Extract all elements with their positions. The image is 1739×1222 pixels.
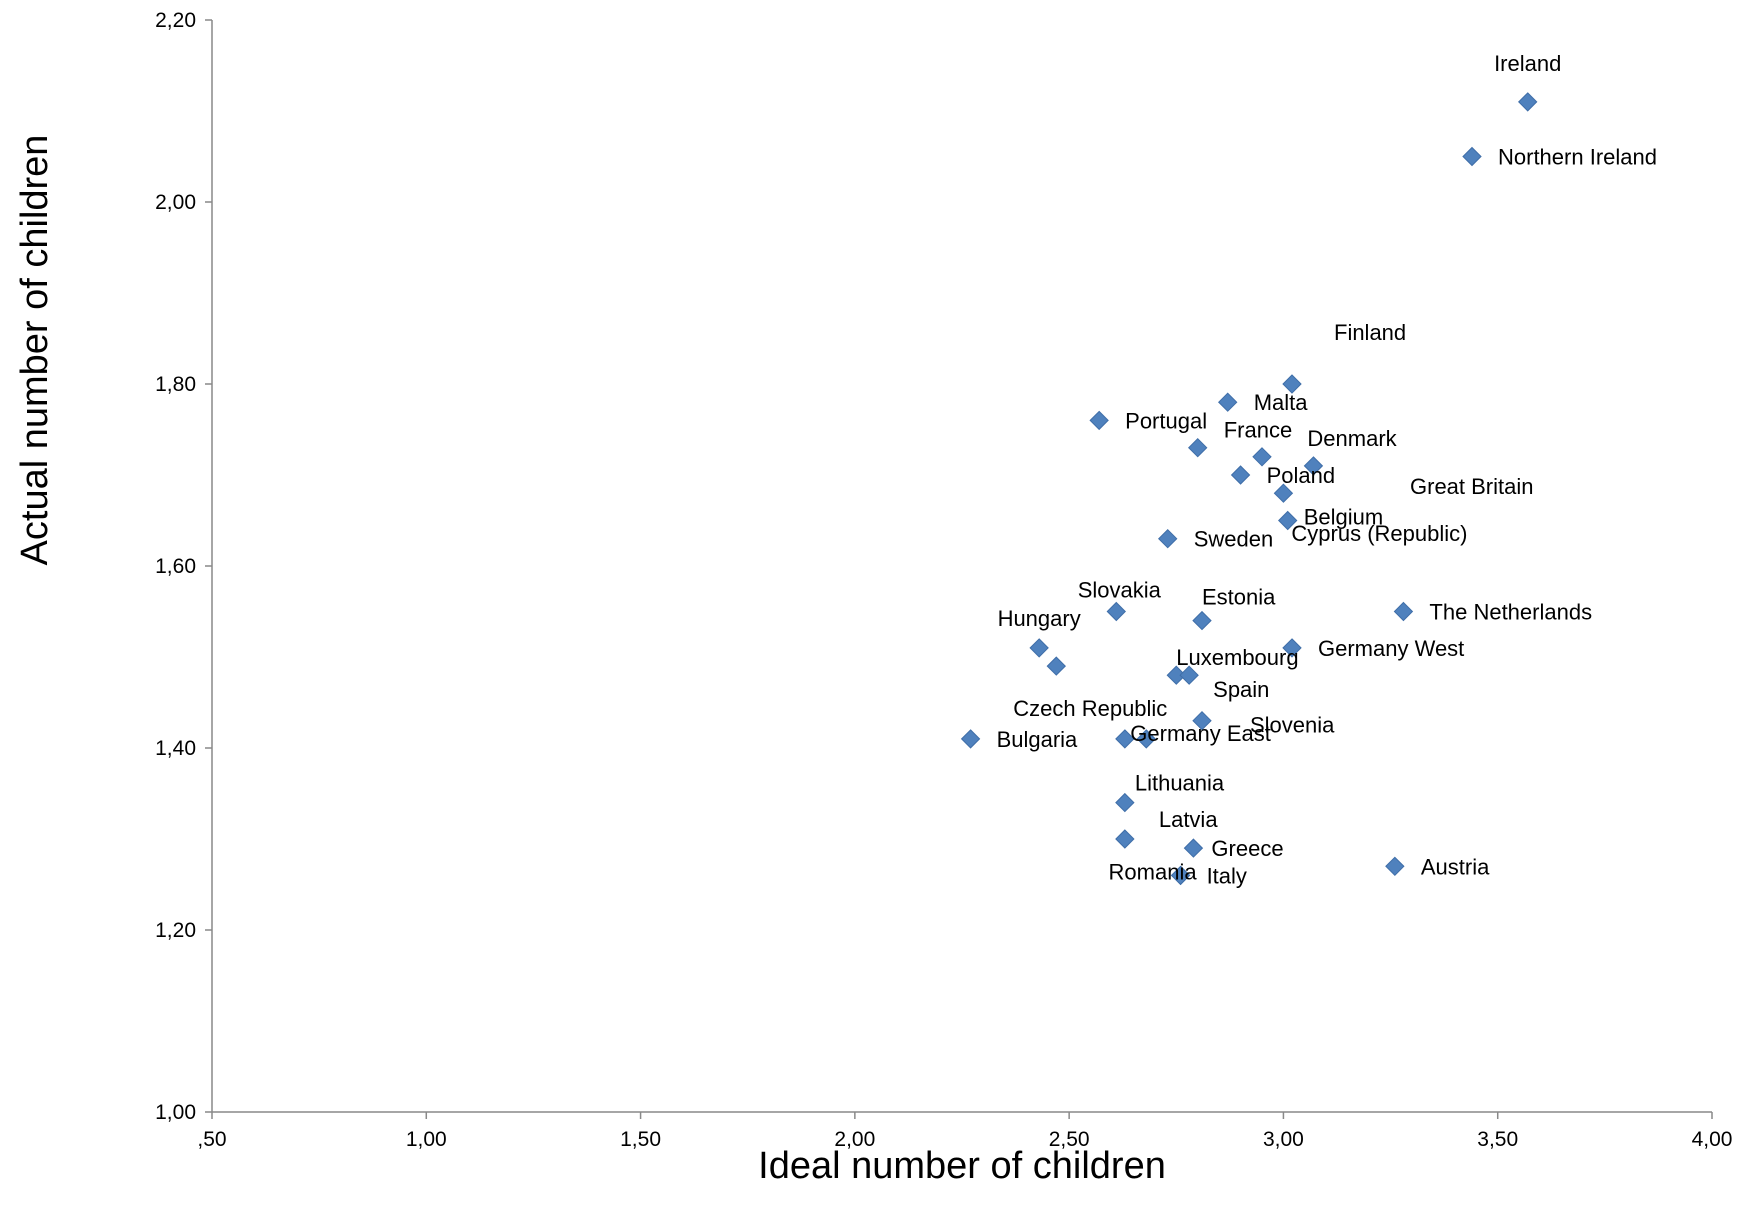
- x-tick-label: ,50: [197, 1128, 226, 1151]
- data-point-label: Romania: [1109, 859, 1198, 884]
- y-tick-label: 1,20: [155, 919, 196, 942]
- data-point-label: Austria: [1421, 854, 1490, 879]
- data-point-label: Denmark: [1307, 426, 1397, 451]
- data-point-marker: [1218, 392, 1238, 412]
- data-point-marker: [1230, 465, 1251, 485]
- x-tick-label: 1,00: [406, 1128, 447, 1151]
- y-axis-title: Actual number of children: [14, 135, 56, 566]
- data-point-marker: [1179, 665, 1199, 685]
- data-point-marker: [1393, 601, 1414, 622]
- y-tick-label: 2,20: [155, 9, 196, 32]
- data-point-label: Germany East: [1130, 721, 1271, 746]
- y-tick-label: 2,00: [155, 191, 196, 214]
- data-point-label: The Netherlands: [1429, 600, 1592, 625]
- data-point-label: Belgium: [1304, 505, 1383, 530]
- data-point-label: Poland: [1267, 463, 1336, 488]
- x-tick-label: 4,00: [1692, 1128, 1733, 1151]
- y-tick-label: 1,60: [155, 555, 196, 578]
- data-point-label: Luxembourg: [1176, 645, 1298, 670]
- data-point-label: Italy: [1207, 863, 1247, 888]
- data-point-label: Northern Ireland: [1498, 145, 1657, 170]
- data-point-marker: [1518, 92, 1538, 112]
- data-point-label: Slovenia: [1250, 713, 1335, 738]
- data-point-marker: [1303, 456, 1324, 476]
- data-point-label: Czech Republic: [1013, 696, 1167, 721]
- data-point-label: Spain: [1213, 677, 1269, 702]
- data-points: [960, 92, 1538, 886]
- x-tick-label: 2,50: [1049, 1128, 1090, 1151]
- data-point-label: Finland: [1334, 320, 1406, 345]
- data-point-label: Cyprus (Republic): [1291, 521, 1467, 546]
- data-point-marker: [1192, 610, 1212, 631]
- data-point-marker: [1166, 665, 1186, 685]
- data-point-marker: [1188, 437, 1208, 458]
- x-tick-label: 3,50: [1477, 1128, 1518, 1151]
- data-point-label: Hungary: [998, 606, 1081, 631]
- data-point-marker: [1282, 638, 1302, 658]
- data-point-label: Sweden: [1194, 527, 1274, 552]
- data-point-label: Latvia: [1159, 807, 1218, 832]
- x-axis-title: Ideal number of children: [758, 1145, 1166, 1187]
- data-point-marker: [1385, 856, 1405, 877]
- data-point-marker: [1183, 838, 1204, 858]
- data-point-marker: [1029, 638, 1049, 658]
- data-point-marker: [1115, 729, 1135, 749]
- data-point-label: Portugal: [1125, 408, 1207, 433]
- data-point-label: Great Britain: [1410, 474, 1534, 499]
- data-point-label: Estonia: [1202, 585, 1276, 610]
- data-point-marker: [1046, 656, 1066, 676]
- data-point-label: Bulgaria: [997, 727, 1078, 752]
- data-point-marker: [1170, 865, 1191, 886]
- data-point-marker: [960, 729, 981, 749]
- data-point-marker: [1282, 374, 1302, 394]
- data-point-marker: [1462, 146, 1482, 167]
- data-point-marker: [1106, 601, 1126, 622]
- data-point-marker: [1136, 729, 1156, 749]
- axes: ,50 1,00 1,50 2,00 2,50 3,00 3,50 4,001,001,201…: [155, 9, 1732, 1151]
- data-point-marker: [1278, 510, 1298, 531]
- data-point-marker: [1089, 410, 1109, 431]
- x-tick-label: 3,00: [1263, 1128, 1304, 1151]
- data-point-marker: [1273, 483, 1294, 503]
- data-point-label: Germany West: [1318, 636, 1464, 661]
- data-point-marker: [1115, 829, 1135, 849]
- data-point-label: Lithuania: [1135, 771, 1225, 796]
- y-tick-label: 1,00: [155, 1101, 196, 1124]
- y-tick-label: 1,40: [155, 737, 196, 760]
- x-tick-label: 2,00: [834, 1128, 875, 1151]
- data-point-marker: [1115, 792, 1135, 813]
- data-point-marker: [1252, 447, 1272, 467]
- y-tick-label: 1,80: [155, 373, 196, 396]
- data-point-marker: [1192, 710, 1212, 731]
- data-point-label: Malta: [1254, 390, 1309, 415]
- data-point-label: Slovakia: [1078, 578, 1162, 603]
- data-point-label: France: [1224, 418, 1292, 443]
- point-labels: Ireland Northern Ireland Finland Malta Portu…: [997, 51, 1657, 889]
- data-point-label: Greece: [1211, 836, 1283, 861]
- data-point-label: Ireland: [1494, 51, 1561, 76]
- x-tick-label: 1,50: [620, 1128, 661, 1151]
- data-point-marker: [1158, 528, 1178, 549]
